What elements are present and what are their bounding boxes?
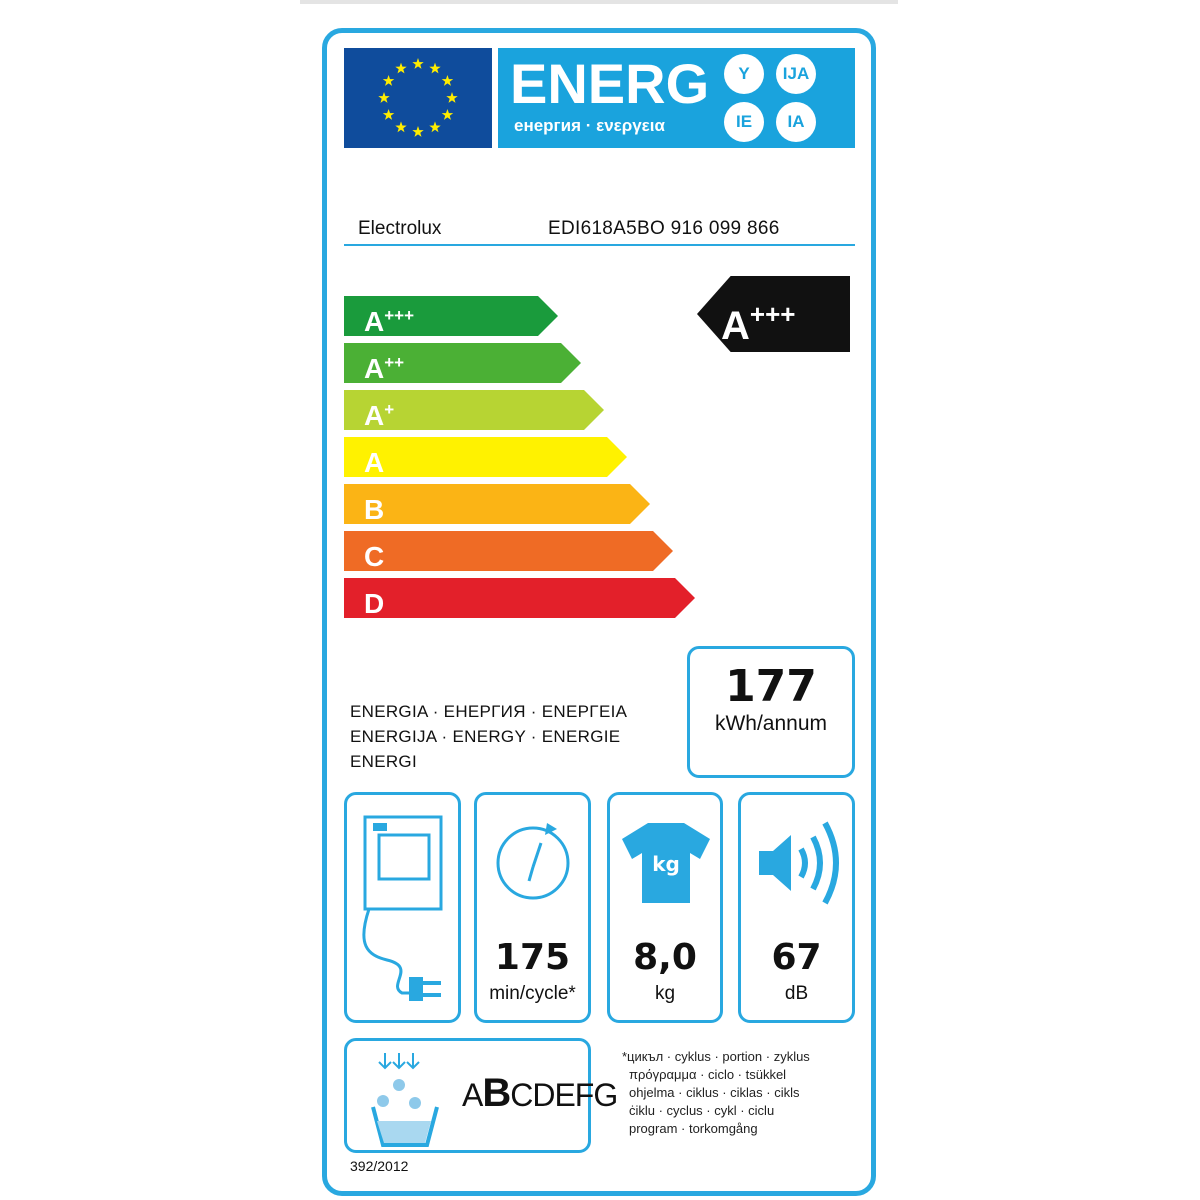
energy-unit: kWh/annum: [714, 712, 828, 735]
energy-class-bar: A+: [344, 390, 604, 430]
regulation-number: 392/2012: [350, 1158, 409, 1174]
noise-value: 67: [771, 937, 822, 978]
condenser-dryer-icon: [362, 815, 443, 1001]
energy-title: ENERG: [510, 52, 710, 115]
star-icon: [382, 75, 395, 86]
energy-class-bar: A+++: [344, 296, 558, 336]
star-icon: [446, 92, 458, 103]
suffix-ie: IE: [724, 102, 764, 142]
dryer-type-box: [344, 792, 461, 1023]
star-icon: [412, 126, 424, 137]
noise-unit: dB: [784, 983, 809, 1004]
star-icon: [395, 121, 407, 133]
capacity-icon-text: kg: [652, 852, 680, 876]
speaker-icon: [759, 821, 839, 905]
energy-class-bar: C: [344, 531, 673, 571]
energy-class-bar: A++: [344, 343, 581, 383]
energy-subtitle: енергия · ενεργεια: [514, 116, 665, 135]
condensation-icon: [371, 1053, 439, 1147]
tshirt-icon: kg: [622, 823, 710, 903]
rating-sup: +++: [749, 299, 796, 329]
eu-flag-icon: [344, 48, 492, 148]
energy-class-bar: D: [344, 578, 695, 618]
brand-name: Electrolux: [358, 218, 442, 239]
divider: [344, 244, 855, 246]
energy-label-line: ENERGIA · ЕНЕРГИЯ · ΕΝΕΡΓΕΙΑ: [350, 702, 628, 721]
energy-value: 177: [725, 661, 817, 712]
rating-label: A: [721, 304, 750, 348]
capacity-value: 8,0: [633, 937, 697, 978]
timer-icon: [496, 823, 570, 900]
star-icon: [441, 109, 454, 120]
top-divider: [300, 0, 898, 4]
capacity-box: kg 8,0 kg: [607, 792, 723, 1023]
model-number: EDI618A5BO 916 099 866: [548, 218, 780, 239]
energy-class-bar: A: [344, 437, 627, 477]
energy-label-line: ENERGIJA · ENERGY · ENERGIE: [350, 727, 621, 746]
selected-condensation-class: B: [482, 1071, 511, 1115]
star-icon: [378, 92, 390, 103]
star-icon: [429, 121, 441, 133]
rating-arrow: A+++: [697, 276, 850, 352]
star-icon: [382, 109, 395, 120]
capacity-unit: kg: [654, 983, 676, 1004]
cycle-time-value: 175: [494, 937, 571, 978]
star-icon: [412, 58, 424, 69]
suffix-ia: IA: [776, 102, 816, 142]
star-icon: [441, 75, 454, 86]
star-icon: [395, 62, 407, 74]
cycle-time-unit: min/cycle*: [489, 983, 576, 1004]
noise-box: 67 dB: [738, 792, 855, 1023]
energy-class-bar: B: [344, 484, 650, 524]
suffix-ija: IJA: [776, 54, 816, 94]
label-frame: [322, 28, 876, 1196]
energy-label-line: ENERGI: [350, 752, 417, 771]
condensation-class-scale: ABCDEFG: [462, 1071, 618, 1115]
energy-consumption-box: 177 kWh/annum: [687, 646, 855, 778]
energy-header: ENERG енергия · ενεργεια Y IJA IE IA: [498, 48, 855, 148]
suffix-y: Y: [724, 54, 764, 94]
cycle-footnote: *цикъл · cyklus · portion · zyklus πρόγρ…: [622, 1049, 810, 1136]
star-icon: [429, 62, 441, 74]
condensation-efficiency-box: ABCDEFG: [344, 1038, 618, 1153]
cycle-time-box: 175 min/cycle*: [474, 792, 591, 1023]
